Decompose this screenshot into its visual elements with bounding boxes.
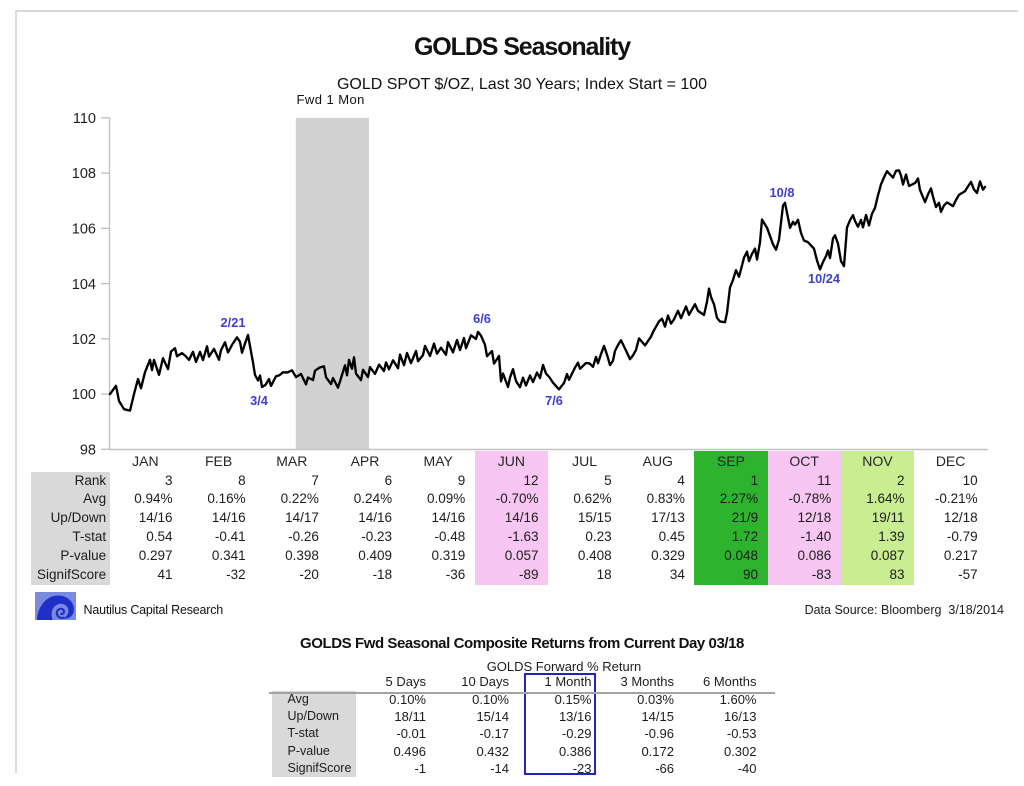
svg-text:106: 106 <box>72 222 96 238</box>
svg-text:6/6: 6/6 <box>473 311 491 326</box>
svg-text:98: 98 <box>80 443 96 459</box>
svg-text:110: 110 <box>73 111 96 127</box>
svg-text:3/4: 3/4 <box>250 393 269 408</box>
svg-text:102: 102 <box>72 332 96 348</box>
svg-text:10/8: 10/8 <box>770 185 795 200</box>
svg-text:10/24: 10/24 <box>808 271 841 286</box>
svg-text:108: 108 <box>72 166 96 182</box>
svg-text:100: 100 <box>72 387 96 403</box>
svg-text:7/6: 7/6 <box>545 393 563 408</box>
svg-text:104: 104 <box>72 277 96 293</box>
svg-text:2/21: 2/21 <box>221 315 246 330</box>
